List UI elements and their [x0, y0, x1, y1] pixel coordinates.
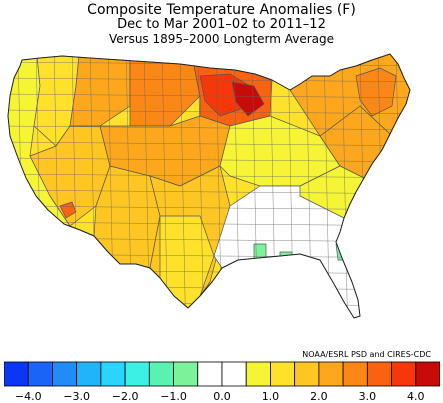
- color-scale-legend: [4, 361, 440, 387]
- legend-swatch: [173, 361, 199, 387]
- legend-tick-label: 2.0: [310, 390, 328, 403]
- map-title: Composite Temperature Anomalies (F): [87, 2, 356, 18]
- legend-swatch: [342, 361, 368, 387]
- legend-swatch: [221, 361, 247, 387]
- legend-tick-label: 1.0: [261, 390, 280, 403]
- legend-tick-label: 0.0: [213, 390, 231, 403]
- legend-tick-label: 4.0: [407, 390, 425, 403]
- data-source-credit: NOAA/ESRL PSD and CIRES-CDC: [302, 350, 431, 359]
- legend-tick-label: −4.0: [14, 390, 42, 403]
- legend-swatch: [197, 361, 223, 387]
- legend-swatch: [245, 361, 271, 387]
- legend-swatch: [270, 361, 296, 387]
- legend-tick-labels: −4.0 −3.0 −2.0 −1.0 0.0 1.0 2.0 3.0 4.0: [4, 390, 440, 403]
- region-gulf-green-2: [279, 251, 293, 269]
- legend-swatch: [391, 361, 417, 387]
- legend-swatch: [148, 361, 174, 387]
- legend-swatch: [124, 361, 150, 387]
- legend-tick-label: 3.0: [358, 390, 377, 403]
- legend-swatch: [366, 361, 392, 387]
- legend-tick-label: −1.0: [160, 390, 187, 403]
- legend-swatch: [415, 361, 440, 387]
- region-new-england-core: [355, 67, 397, 117]
- legend-swatch: [4, 361, 29, 387]
- legend-swatch: [318, 361, 344, 387]
- legend-swatch: [294, 361, 320, 387]
- legend-swatch: [100, 361, 126, 387]
- legend-swatch: [52, 361, 78, 387]
- legend-swatch: [76, 361, 102, 387]
- map-subtitle-baseline: Versus 1895–2000 Longterm Average: [108, 32, 335, 46]
- map-subtitle-period: Dec to Mar 2001–02 to 2011–12: [117, 17, 326, 32]
- legend-swatch: [27, 361, 53, 387]
- country-border: [7, 53, 411, 319]
- legend-tick-label: −2.0: [111, 390, 139, 403]
- region-great-lakes: [231, 81, 265, 117]
- legend-tick-label: −3.0: [63, 390, 91, 403]
- us-climate-division-map: [7, 53, 411, 319]
- region-arizona-hotspot: [59, 201, 77, 219]
